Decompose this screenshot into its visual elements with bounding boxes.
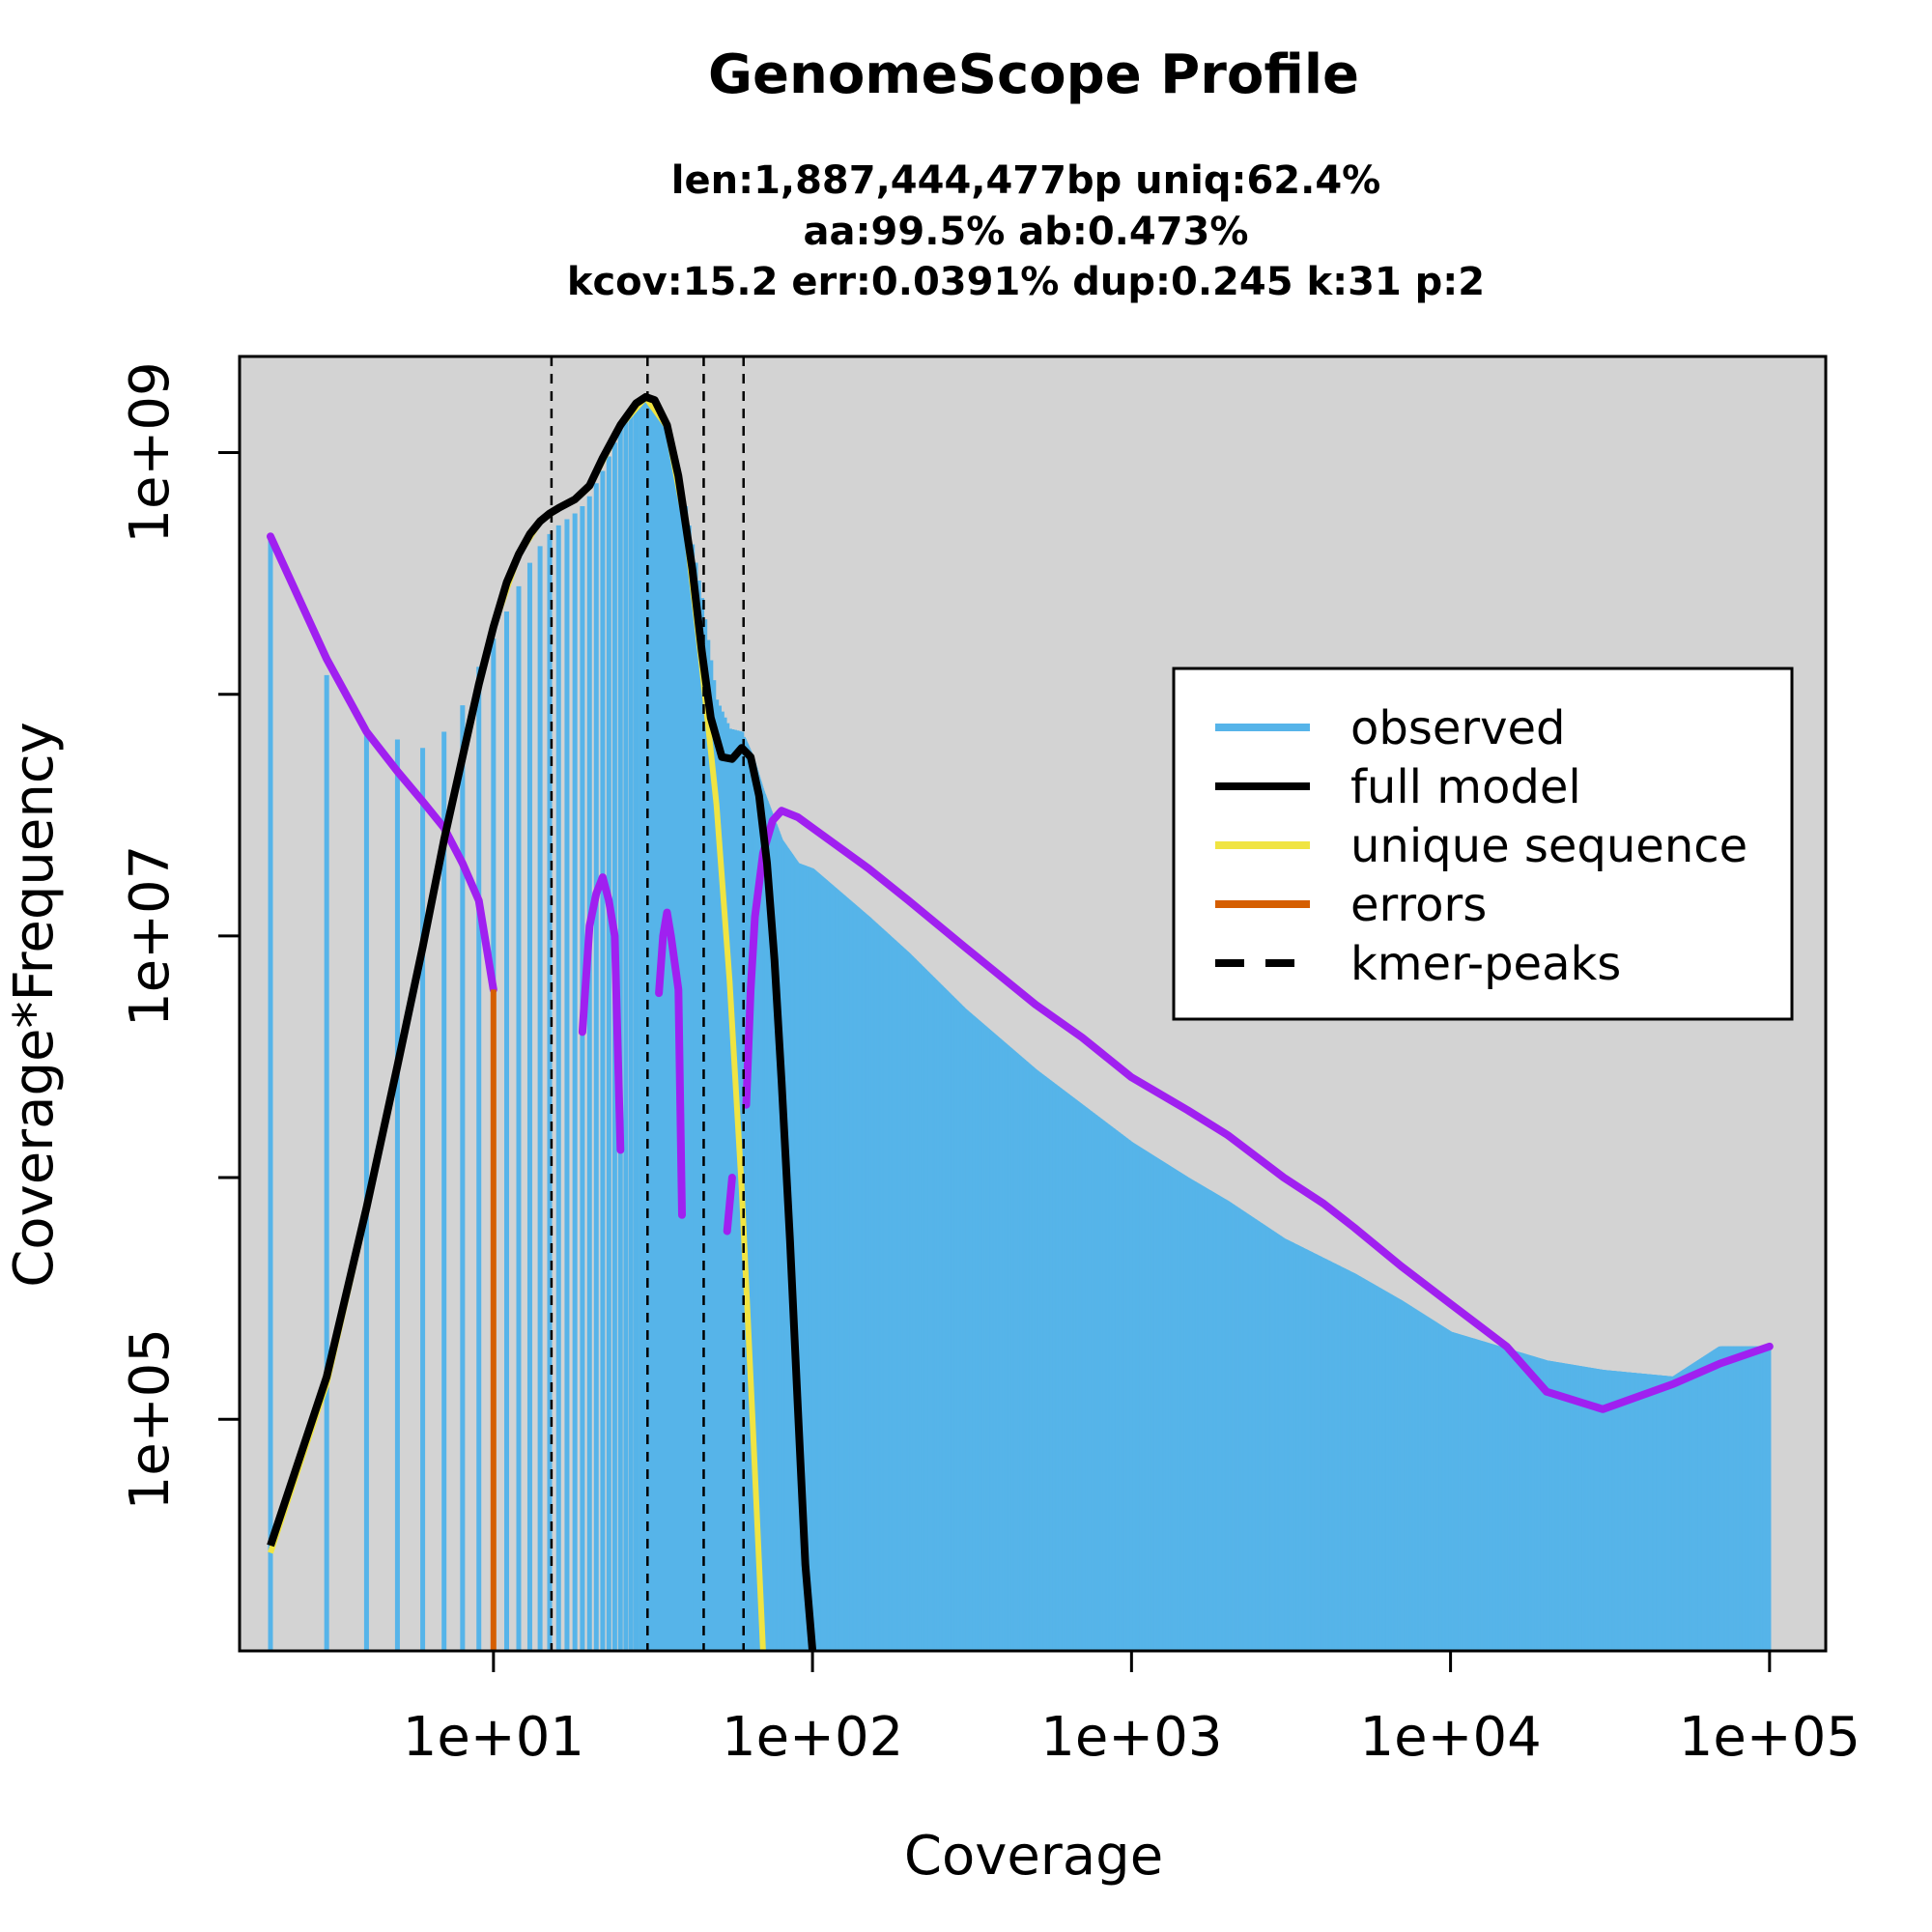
extra-series-line <box>578 873 625 1154</box>
y-tick-label: 1e+05 <box>119 1328 182 1510</box>
extra-series-line <box>655 908 686 1219</box>
x-tick-label: 1e+03 <box>1040 1706 1222 1769</box>
x-axis-label: Coverage <box>904 1825 1163 1888</box>
legend-label: unique sequence <box>1350 819 1747 873</box>
observed-histogram <box>268 396 1772 1651</box>
legend-label: kmer-peaks <box>1350 937 1621 991</box>
x-axis: 1e+01 1e+02 1e+03 1e+04 1e+05 <box>403 1651 1861 1769</box>
x-tick-label: 1e+05 <box>1679 1706 1861 1769</box>
kmer-peaks <box>550 356 745 1651</box>
legend-label: full model <box>1350 760 1581 814</box>
x-tick-label: 1e+01 <box>403 1706 584 1769</box>
extra-series-line <box>267 532 497 994</box>
legend-label: observed <box>1350 701 1566 755</box>
y-axis: 1e+05 1e+07 1e+09 <box>119 361 240 1510</box>
y-tick-label: 1e+09 <box>119 361 182 543</box>
x-tick-label: 1e+04 <box>1359 1706 1541 1769</box>
plot-frame <box>238 355 1828 1653</box>
chart-subtitle-line-1: len:1,887,444,477bp uniq:62.4% <box>671 158 1380 203</box>
legend-label: errors <box>1350 878 1487 932</box>
chart-subtitle-line-3: kcov:15.2 err:0.0391% dup:0.245 k:31 p:2 <box>567 260 1485 304</box>
extra-series-line <box>723 1174 736 1236</box>
y-axis-label: Coverage*Frequency <box>3 722 66 1288</box>
full-model-line <box>267 392 817 1652</box>
model-lines <box>267 392 1774 1652</box>
extra-series-line <box>742 807 1774 1413</box>
chart-title: GenomeScope Profile <box>708 43 1359 106</box>
y-tick-label: 1e+07 <box>119 845 182 1027</box>
chart-subtitle-line-2: aa:99.5% ab:0.473% <box>804 210 1249 254</box>
x-tick-label: 1e+02 <box>722 1706 903 1769</box>
